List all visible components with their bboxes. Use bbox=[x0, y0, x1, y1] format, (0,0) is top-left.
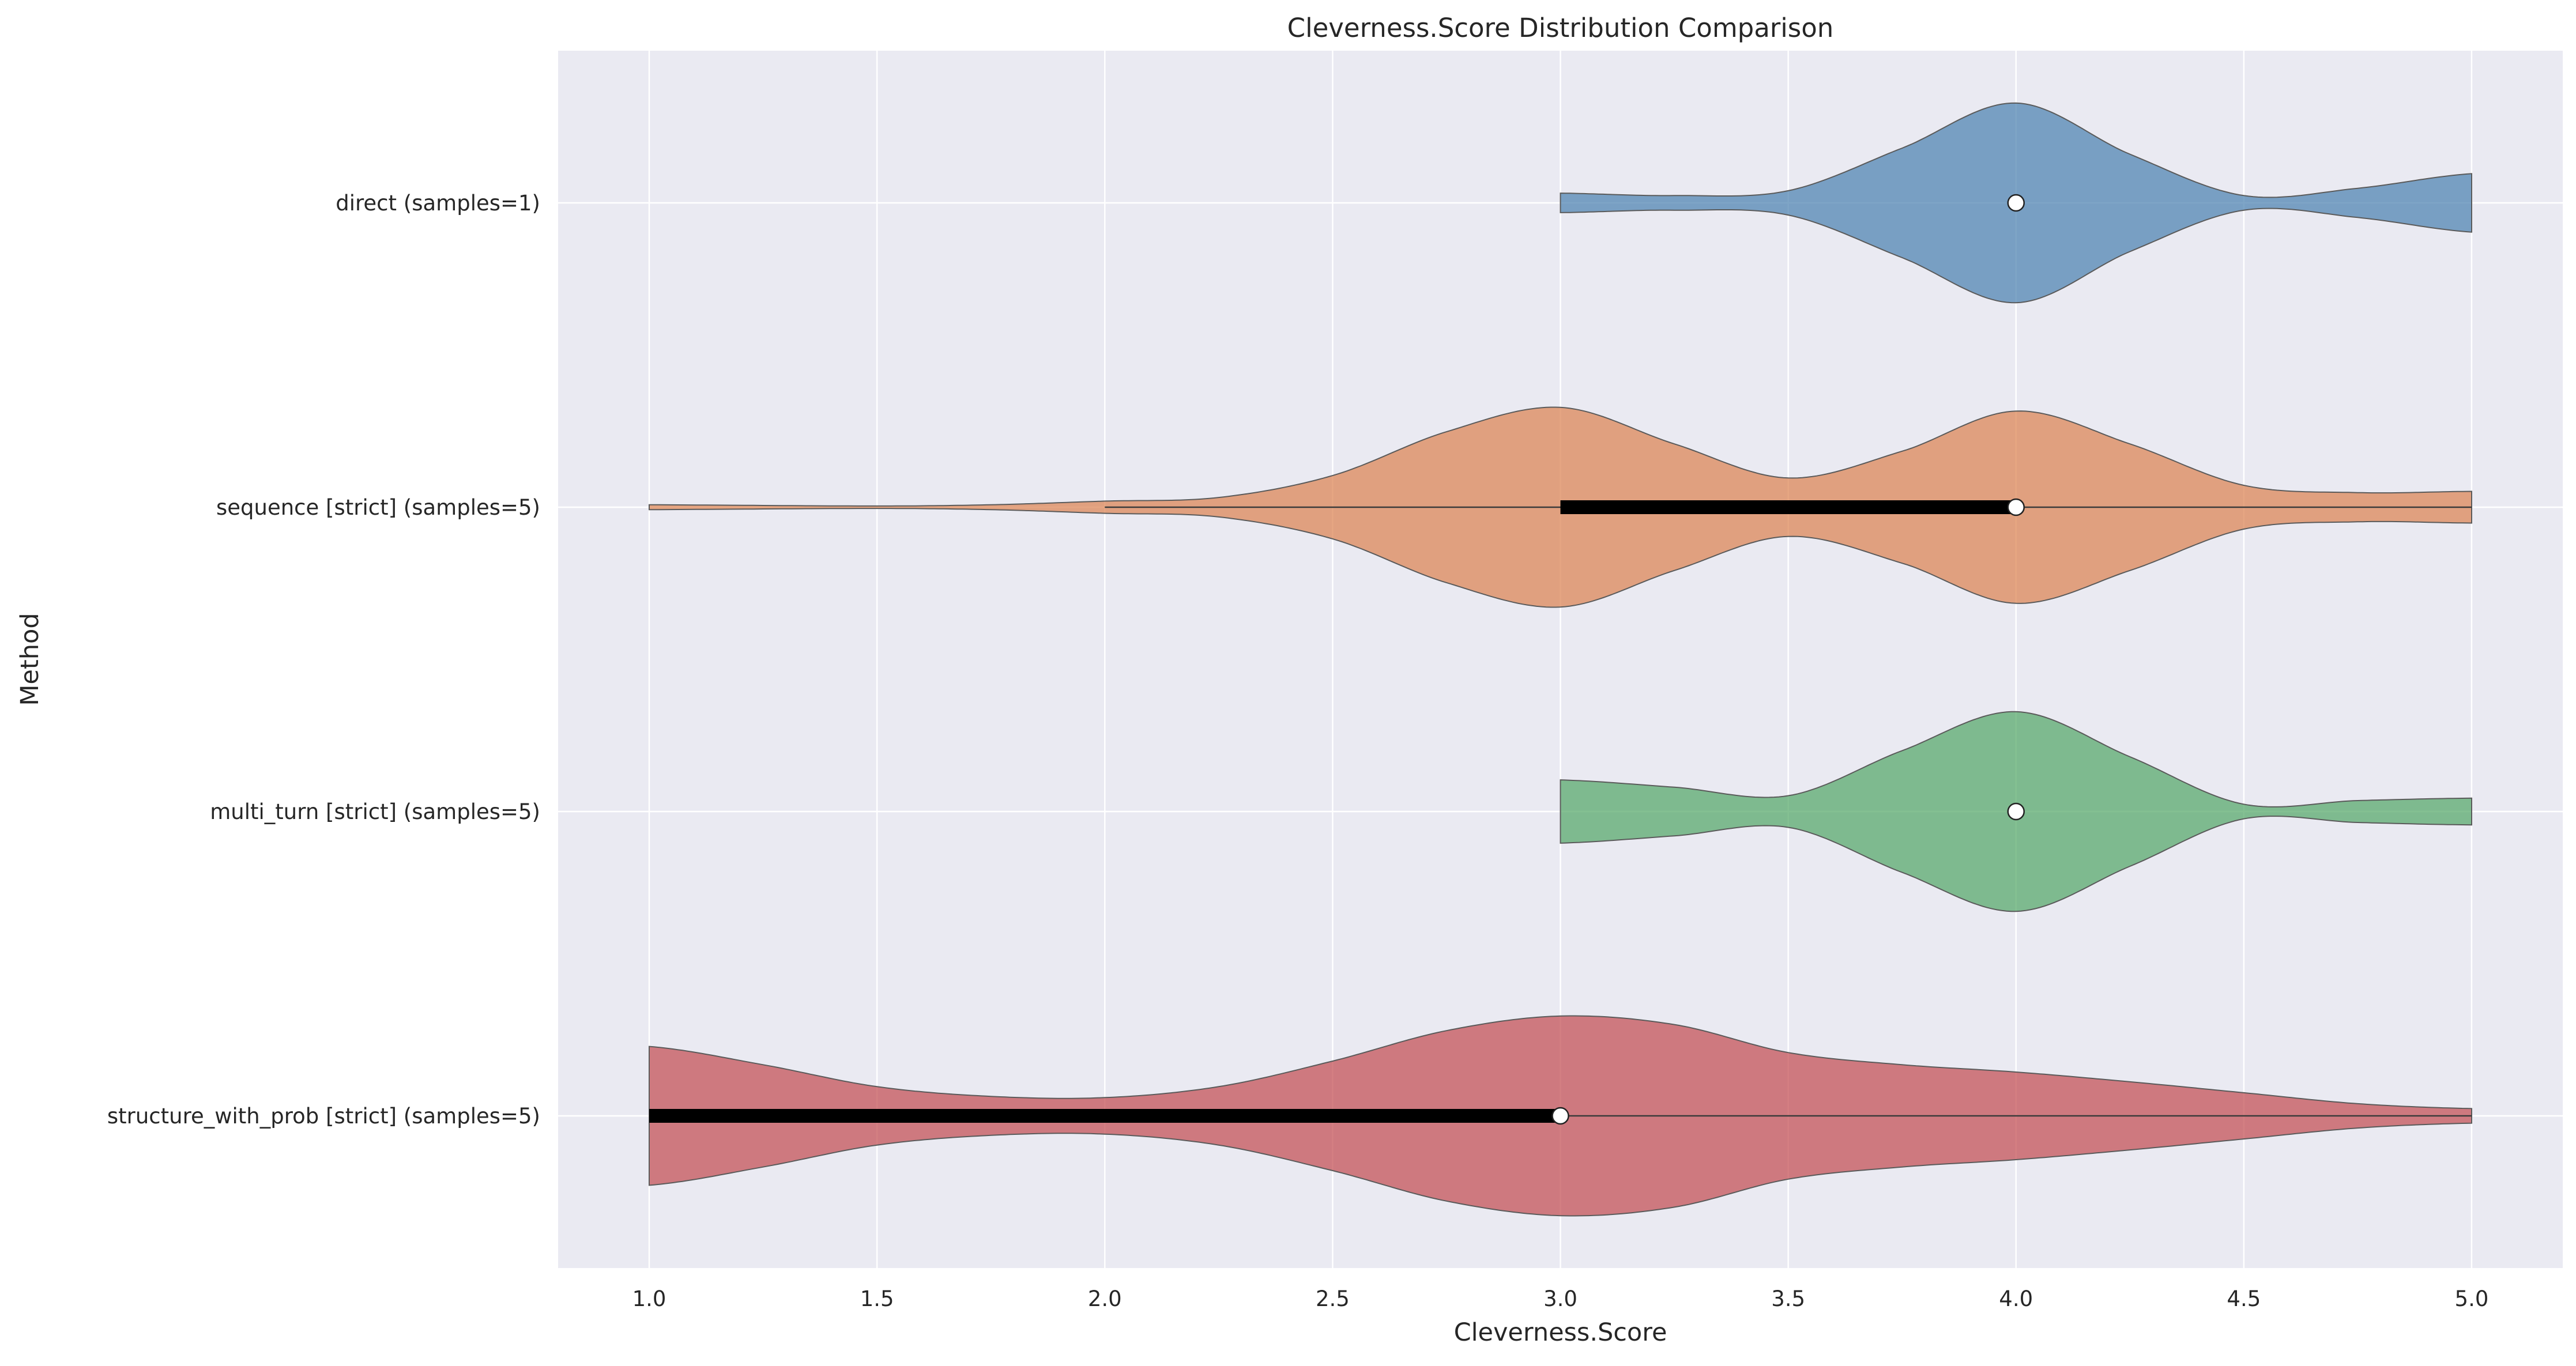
iqr-box bbox=[649, 1109, 1561, 1123]
box-summaries bbox=[649, 194, 2472, 1125]
x-tick-label: 3.5 bbox=[1771, 1286, 1805, 1311]
y-tick-label: sequence [strict] (samples=5) bbox=[216, 495, 540, 520]
x-tick-label: 3.0 bbox=[1543, 1286, 1577, 1311]
y-tick-label: direct (samples=1) bbox=[336, 191, 540, 216]
tick-labels: direct (samples=1) sequence [strict] (sam… bbox=[107, 191, 2489, 1311]
x-tick-label: 2.0 bbox=[1088, 1286, 1122, 1311]
x-tick-label: 1.0 bbox=[632, 1286, 666, 1311]
x-tick-label: 2.5 bbox=[1316, 1286, 1350, 1311]
x-tick-label: 1.5 bbox=[860, 1286, 894, 1311]
chart-title: Cleverness.Score Distribution Comparison bbox=[1287, 13, 1834, 43]
median-marker bbox=[2007, 498, 2025, 516]
x-axis-label: Cleverness.Score bbox=[1454, 1318, 1667, 1347]
y-axis-label: Method bbox=[16, 613, 44, 705]
iqr-box bbox=[1560, 500, 2016, 514]
x-tick-label: 4.5 bbox=[2227, 1286, 2261, 1311]
y-tick-label: multi_turn [strict] (samples=5) bbox=[210, 799, 540, 824]
y-tick-label: structure_with_prob [strict] (samples=5) bbox=[107, 1104, 540, 1129]
median-marker bbox=[1551, 1107, 1569, 1125]
median-marker bbox=[2007, 802, 2025, 821]
median-marker bbox=[2007, 194, 2025, 212]
x-tick-label: 4.0 bbox=[1999, 1286, 2033, 1311]
x-tick-label: 5.0 bbox=[2455, 1286, 2489, 1311]
